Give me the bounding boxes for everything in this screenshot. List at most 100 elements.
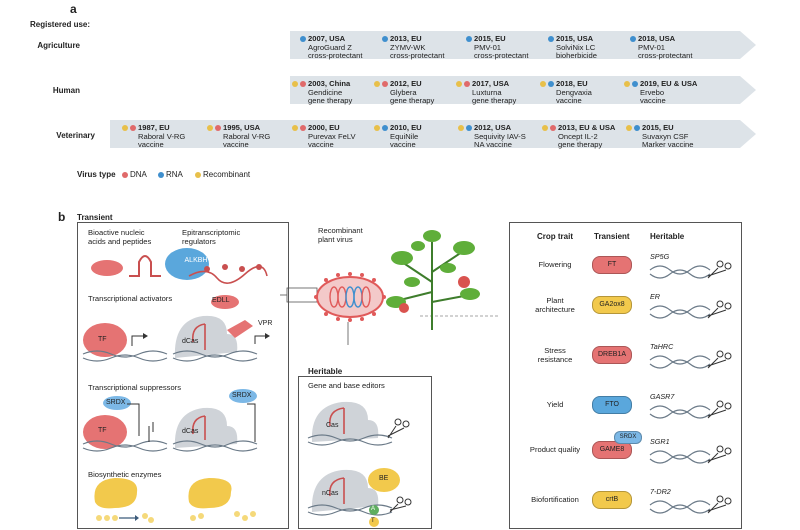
entry-use: vaccine [223, 140, 249, 150]
virus-type-dot-icon [464, 81, 470, 87]
dna-scissors-icon [649, 300, 732, 319]
legend-item-rna: RNA [158, 170, 183, 179]
entry-product: AgroGuard Z [308, 42, 352, 52]
heritable-gene: 7-DR2 [650, 487, 671, 496]
entry-product: Raboral V-RG [223, 131, 271, 141]
entry-year: 2018, USA [638, 34, 676, 43]
recombinant-dot-icon [195, 171, 201, 178]
timeline-entry: 2015, EU PMV-01 cross-protectant [466, 34, 528, 61]
row-label-human: Human [52, 86, 80, 95]
panel-b-letter: b [58, 210, 66, 224]
timeline-entry: 2019, EU & USA Ervebo vaccine [624, 79, 697, 106]
virus-type-dot-icon [548, 36, 554, 42]
enzyme-1 [94, 478, 138, 509]
entry-use: cross-protectant [390, 51, 445, 61]
entry-product: PMV-01 [638, 42, 666, 52]
entry-year: 2003, China [308, 79, 351, 88]
entry-product: Luxturna [472, 87, 502, 97]
timeline-entry: 2017, USA Luxturna gene therapy [456, 79, 517, 106]
virus-type-dot-icon [630, 36, 636, 42]
agriculture-band [290, 31, 756, 59]
crop-trait-label: Yield [546, 400, 564, 409]
virus-type-dot-icon [548, 81, 554, 87]
transient-title: Transient [77, 213, 113, 222]
enzyme-2 [188, 478, 232, 509]
entry-use: gene therapy [472, 96, 517, 106]
virus-type-dot-icon [130, 125, 136, 131]
base-t-label: T [371, 518, 375, 524]
timeline-entry: 2015, EU Suvaxyn CSF Marker vaccine [626, 123, 694, 150]
tomato-fruit-2 [399, 303, 409, 313]
dna-dot-icon [122, 171, 128, 178]
timeline-entry: 2018, USA PMV-01 cross-protectant [630, 34, 693, 61]
dcas-label-2: dCas [182, 428, 199, 435]
rna-dot-icon [158, 171, 164, 178]
legend-item-dna: DNA [122, 170, 147, 179]
entry-year: 2015, USA [556, 34, 594, 43]
transient-protein: DREB1A [592, 346, 632, 364]
entry-year: 2012, EU [390, 79, 422, 88]
entry-use: cross-protectant [308, 51, 363, 61]
entry-use: cross-protectant [638, 51, 693, 61]
entry-product: Raboral V-RG [138, 131, 186, 141]
timeline-entry: 2013, EU & USA Oncept IL-2 gene therapy [542, 123, 616, 150]
base-a-label: A [371, 506, 376, 512]
be-label: BE [379, 475, 389, 482]
virus-type-dot-icon [292, 81, 298, 87]
base-t-circle [369, 517, 379, 527]
tf-protein-2 [83, 415, 127, 449]
virus-type-dot-icon [626, 125, 632, 131]
crop-trait-label: Flowering [538, 260, 572, 269]
crop-trait-label: Biofortification [531, 495, 579, 504]
timeline-entry: 1987, EU Raboral V-RG vaccine [122, 123, 186, 150]
entry-use: vaccine [138, 140, 164, 150]
suppressors-label: Transcriptional suppressors [88, 383, 181, 392]
virus-type-dot-icon [374, 81, 380, 87]
virus-type-dot-icon [540, 81, 546, 87]
tf-protein [83, 323, 127, 357]
virus-type-dot-icon [624, 81, 630, 87]
transient-illustrations [82, 248, 270, 523]
entry-use: vaccine [640, 96, 666, 106]
activators-label: Transcriptional activators [88, 294, 173, 303]
transient-protein: FTO [592, 396, 632, 414]
dcas-protein-1 [174, 315, 238, 358]
virus-type-dot-icon [207, 125, 213, 131]
be-domain [368, 468, 400, 492]
epitranscriptomic-label: Epitranscriptomic regulators [182, 228, 241, 246]
entry-use: Marker vaccine [642, 140, 694, 150]
entry-product: Purevax FeLV [308, 131, 356, 141]
cas-protein [311, 401, 379, 442]
ncas-label: nCas [322, 490, 339, 497]
row-label-veterinary: Veterinary [56, 131, 95, 140]
timeline-entry: 2012, USA Sequivity IAV-S NA vaccine [458, 123, 526, 150]
dna-scissors-icon [649, 350, 732, 369]
scissors-icon-1 [387, 418, 410, 439]
dcas-protein-2 [174, 407, 238, 448]
ncas-protein [311, 469, 379, 512]
virus-type-dot-icon [550, 125, 556, 131]
entry-product: Gendicine [308, 87, 343, 97]
virus-type-dot-icon [542, 125, 548, 131]
legend-item-recombinant: Recombinant [195, 170, 250, 179]
heritable-title: Heritable [308, 367, 343, 376]
heritable-gene: GASR7 [650, 392, 675, 401]
virus-type-dot-icon [374, 125, 380, 131]
virus-type-dot-icon [292, 125, 298, 131]
virus-type-dot-icon [634, 125, 640, 131]
entry-year: 2013, EU & USA [558, 123, 616, 132]
entry-year: 1987, EU [138, 123, 170, 132]
entry-product: Oncept IL-2 [558, 131, 598, 141]
alkbh-label: ALKBH [184, 257, 208, 264]
entry-product: Sequivity IAV-S [474, 131, 526, 141]
crop-trait-label: Stress resistance [537, 346, 573, 364]
timeline-entry: 2010, EU EquiNile vaccine [374, 123, 422, 150]
entry-use: NA vaccine [474, 140, 512, 150]
crop-trait-label: Product quality [529, 445, 581, 454]
entry-use: vaccine [308, 140, 334, 150]
peptide-icon [91, 260, 123, 276]
virus-type-dot-icon [300, 125, 306, 131]
dna-scissors-icon [649, 400, 732, 419]
transient-protein: FT [592, 256, 632, 274]
entry-product: Ervebo [640, 87, 665, 97]
